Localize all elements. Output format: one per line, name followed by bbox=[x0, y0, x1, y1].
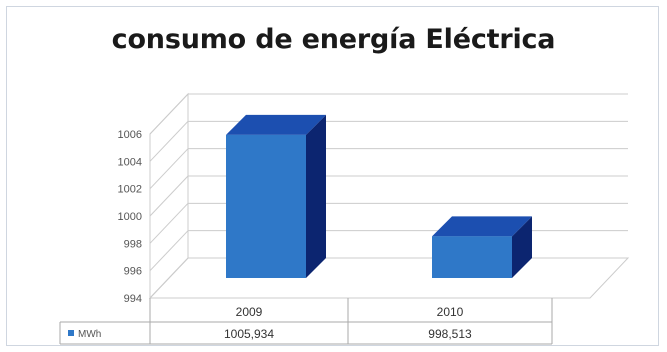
gridline-side bbox=[149, 120, 189, 162]
data-table: 2009 2010 MWh 1005,934 998,513 bbox=[59, 298, 553, 345]
bars bbox=[226, 114, 532, 278]
gridline-side bbox=[149, 93, 189, 135]
category-label-2009: 2009 bbox=[236, 305, 263, 319]
chart-title: consumo de energía Eléctrica bbox=[111, 24, 556, 55]
bar-2009 bbox=[226, 114, 326, 278]
value-label-2010: 998,513 bbox=[428, 327, 472, 341]
bar-side bbox=[512, 216, 532, 278]
y-tick-label: 998 bbox=[124, 238, 142, 250]
legend-swatch bbox=[68, 330, 74, 336]
bar-side bbox=[306, 114, 326, 278]
bar-2010 bbox=[432, 216, 532, 278]
bar-top bbox=[432, 216, 532, 237]
category-label-2010: 2010 bbox=[437, 305, 464, 319]
gridline-side bbox=[149, 230, 189, 272]
y-tick-label: 996 bbox=[124, 266, 142, 278]
value-label-2009: 1005,934 bbox=[224, 327, 274, 341]
bar-top bbox=[226, 114, 326, 135]
gridline-side bbox=[149, 148, 189, 190]
bar-front bbox=[432, 236, 512, 278]
bar-front bbox=[226, 134, 306, 278]
legend-label: MWh bbox=[78, 329, 101, 340]
y-tick-label: 1006 bbox=[118, 129, 142, 141]
gridline-side bbox=[149, 202, 189, 244]
y-tick-label: 1000 bbox=[118, 211, 142, 223]
y-tick-label: 1004 bbox=[118, 156, 142, 168]
gridline-side bbox=[149, 175, 189, 217]
y-axis: 994 996 998 1000 1002 1004 1006 bbox=[118, 129, 142, 305]
chart-floor bbox=[148, 257, 630, 299]
gridline-side bbox=[149, 257, 189, 299]
y-tick-label: 994 bbox=[124, 293, 142, 305]
y-tick-label: 1002 bbox=[118, 184, 142, 196]
